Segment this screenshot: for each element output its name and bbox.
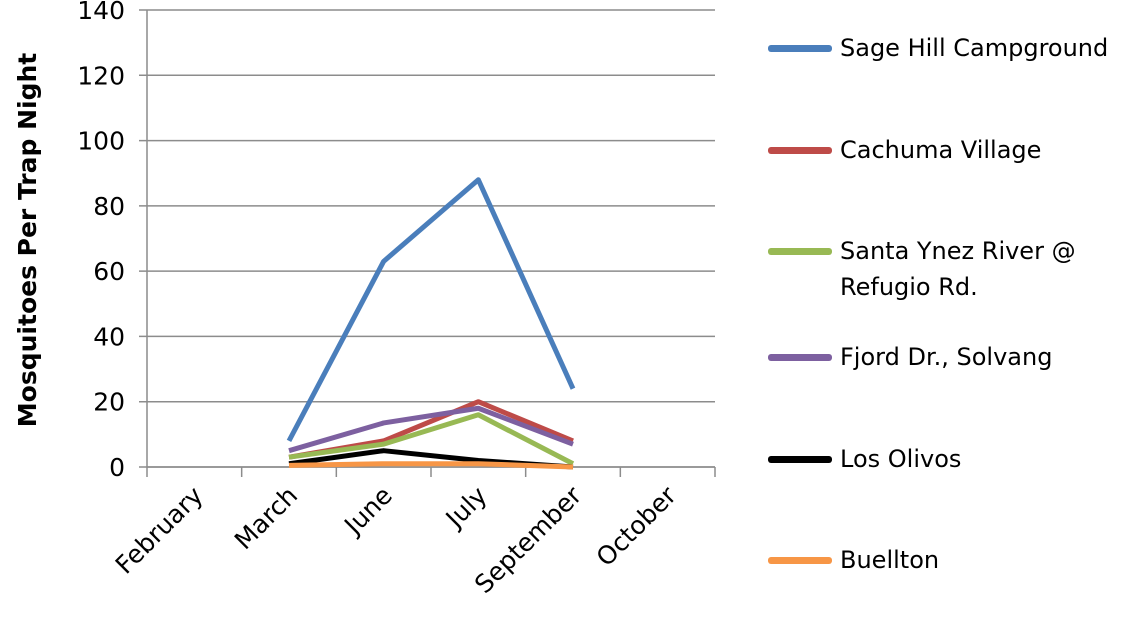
y-tick-label: 100 — [77, 127, 125, 156]
y-tick-label: 140 — [77, 0, 125, 25]
y-tick-label: 120 — [77, 61, 125, 90]
series-line — [288, 461, 574, 470]
y-tick-label: 20 — [93, 388, 125, 417]
legend-swatch — [768, 147, 832, 154]
legend-swatch — [768, 45, 832, 52]
legend-label: Fjord Dr., Solvang — [840, 343, 1053, 371]
x-tick-label: October — [591, 480, 683, 572]
legend-label: Sage Hill Campground — [840, 34, 1109, 62]
legend-item: Los Olivos — [768, 441, 1138, 477]
legend-item: Buellton — [768, 542, 1138, 578]
x-tick-label: July — [439, 481, 493, 535]
legend-item: Sage Hill Campground — [768, 30, 1138, 66]
y-tick-label: 0 — [109, 453, 125, 482]
legend-swatch — [768, 557, 832, 564]
x-tick-label: March — [229, 481, 303, 555]
legend-label: Cachuma Village — [840, 136, 1042, 164]
legend-swatch — [768, 248, 832, 255]
legend-label: Los Olivos — [840, 445, 962, 473]
series-line — [288, 405, 574, 454]
y-tick-label: 80 — [93, 192, 125, 221]
series-line — [286, 177, 576, 443]
legend-swatch — [768, 456, 832, 463]
legend-item: Santa Ynez River @ Refugio Rd. — [768, 233, 1138, 305]
legend-item: Cachuma Village — [768, 132, 1138, 168]
legend-label: Santa Ynez River @ Refugio Rd. — [840, 237, 1076, 301]
x-tick-label: June — [337, 481, 397, 541]
legend-swatch — [768, 354, 832, 361]
y-tick-label: 40 — [93, 322, 125, 351]
legend-item: Fjord Dr., Solvang — [768, 339, 1138, 375]
series-line — [288, 412, 575, 466]
legend-label: Buellton — [840, 546, 940, 574]
x-tick-label: February — [110, 481, 209, 580]
y-axis-label: Mosquitoes Per Trap Night — [13, 53, 42, 427]
y-tick-label: 60 — [93, 257, 125, 286]
